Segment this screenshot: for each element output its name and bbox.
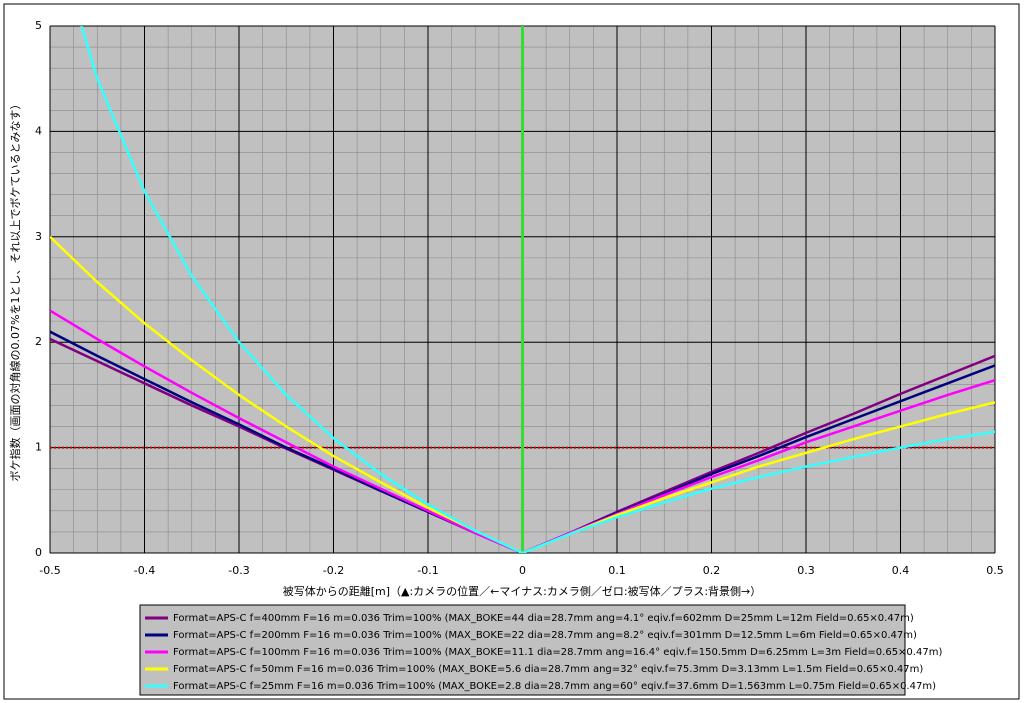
legend: Format=APS-C f=400mm F=16 m=0.036 Trim=1…	[145, 613, 942, 692]
y-tick-label: 5	[35, 19, 42, 32]
y-tick-label: 2	[35, 335, 42, 348]
series-group	[50, 26, 995, 553]
y-tick-label: 4	[35, 124, 42, 137]
y-tick-label: 3	[35, 230, 42, 243]
x-tick-label: -0.4	[134, 564, 155, 577]
x-tick-label: -0.5	[39, 564, 60, 577]
series-line	[50, 330, 995, 553]
legend-label: Format=APS-C f=50mm F=16 m=0.036 Trim=10…	[173, 664, 923, 675]
x-tick-label: -0.1	[417, 564, 438, 577]
legend-box	[139, 604, 906, 696]
grid	[49, 25, 996, 554]
legend-label: Format=APS-C f=100mm F=16 m=0.036 Trim=1…	[173, 647, 942, 658]
x-axis-title: 被写体からの距離[m]（▲:カメラの位置／←マイナス:カメラ側／ゼロ:被写体／プ…	[283, 584, 762, 598]
x-tick-label: 0.3	[797, 564, 815, 577]
legend-label: Format=APS-C f=400mm F=16 m=0.036 Trim=1…	[173, 613, 914, 624]
x-tick-label: 0.2	[703, 564, 721, 577]
series-line	[50, 309, 995, 553]
x-tick-label: 0.4	[892, 564, 910, 577]
series-line	[50, 235, 995, 553]
x-tick-label: 0.1	[608, 564, 626, 577]
y-tick-label: 1	[35, 441, 42, 454]
y-tick-label: 0	[35, 546, 42, 559]
x-tick-label: 0	[519, 564, 526, 577]
x-tick-label: -0.2	[323, 564, 344, 577]
x-tick-label: -0.3	[228, 564, 249, 577]
x-tick-label: 0.5	[986, 564, 1004, 577]
legend-label: Format=APS-C f=25mm F=16 m=0.036 Trim=10…	[173, 681, 936, 692]
labels: -0.5 -0.4 -0.3 -0.2 -0.1 0 0.1 0.2 0.3 0.4 0.5 0 1 2 3…	[35, 19, 1004, 577]
series-line	[50, 337, 995, 553]
y-axis-title: ボケ指数（画面の対角線の0.07%を1とし、それ以上でボケているとみなす）	[8, 99, 22, 482]
series-line	[80, 26, 995, 553]
legend-label: Format=APS-C f=200mm F=16 m=0.036 Trim=1…	[173, 630, 917, 641]
